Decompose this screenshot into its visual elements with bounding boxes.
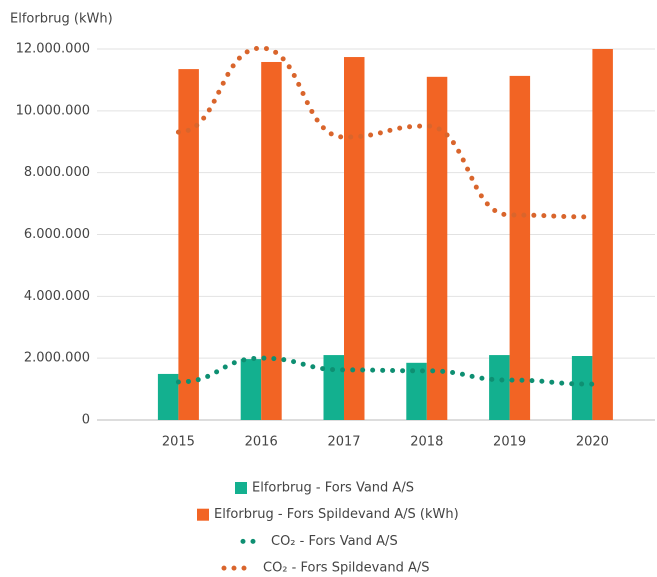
legend-swatch bbox=[197, 508, 209, 521]
bar bbox=[157, 373, 179, 420]
bar bbox=[571, 356, 593, 420]
x-tick-label: 2017 bbox=[327, 435, 360, 450]
bar bbox=[489, 355, 510, 420]
y-tick-label: 2.000.000 bbox=[24, 351, 90, 366]
line bbox=[175, 355, 595, 387]
x-tick-label: 2020 bbox=[576, 435, 609, 450]
legend-label: Elforbrug - Fors Spildevand A/S (kWh) bbox=[214, 507, 459, 522]
legend-label: CO₂ - Fors Vand A/S bbox=[271, 534, 398, 549]
legend-label: CO₂ - Fors Spildevand A/S bbox=[263, 561, 429, 576]
bar bbox=[406, 362, 427, 420]
x-tick-label: 2018 bbox=[410, 435, 443, 450]
y-tick-label: 6.000.000 bbox=[24, 227, 90, 242]
legend-label: Elforbrug - Fors Vand A/S bbox=[252, 481, 414, 496]
x-tick-label: 2019 bbox=[493, 435, 526, 450]
bar bbox=[261, 61, 282, 421]
x-tick-label: 2015 bbox=[162, 435, 195, 450]
bar bbox=[592, 49, 613, 420]
line bbox=[175, 45, 595, 220]
bar bbox=[426, 76, 448, 420]
y-tick-label: 12.000.000 bbox=[16, 42, 90, 57]
x-tick-label: 2016 bbox=[245, 435, 278, 450]
y-tick-label: 8.000.000 bbox=[24, 165, 90, 180]
y-axis-label: Elforbrug (kWh) bbox=[10, 12, 113, 27]
bar bbox=[323, 355, 344, 420]
y-tick-label: 10.000.000 bbox=[16, 103, 90, 118]
y-tick-label: 0 bbox=[82, 413, 90, 428]
bar bbox=[344, 57, 365, 421]
y-tick-label: 4.000.000 bbox=[24, 289, 90, 304]
bar bbox=[509, 75, 531, 421]
legend-swatch bbox=[235, 482, 247, 494]
bar bbox=[178, 69, 199, 421]
bar bbox=[240, 359, 262, 420]
